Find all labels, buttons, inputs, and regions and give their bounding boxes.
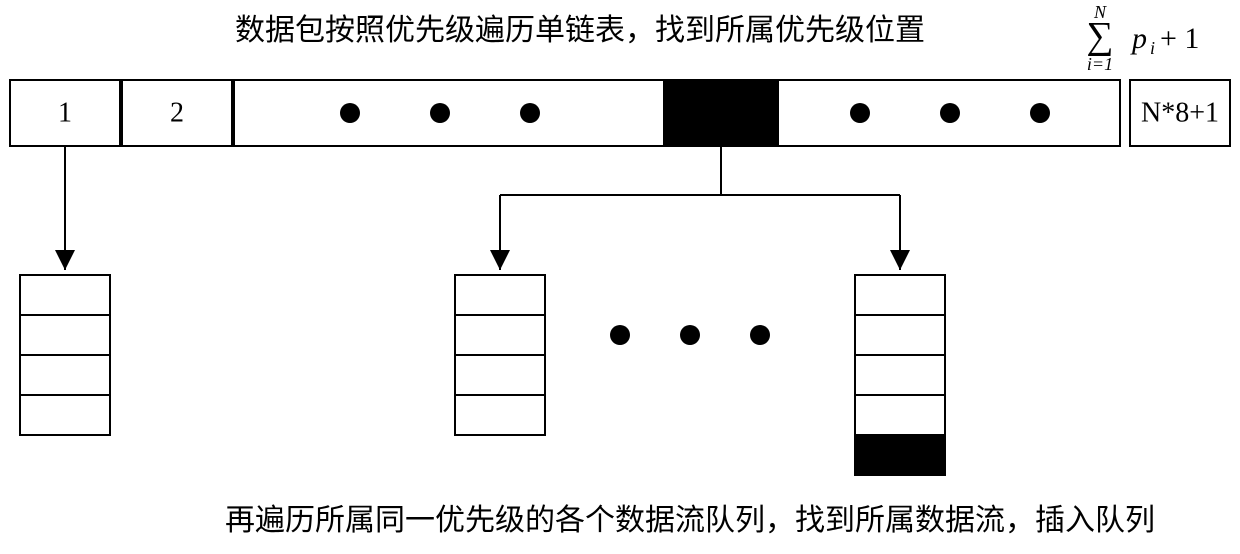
queue-1-cell-3 — [455, 395, 545, 435]
queue-0-cell-0 — [20, 275, 110, 315]
queue-0-cell-1 — [20, 315, 110, 355]
formula-upper: N — [1093, 2, 1107, 22]
linkedlist-dot-4-2 — [1030, 103, 1050, 123]
formula-tail: + 1 — [1160, 22, 1199, 55]
mid-dot-0 — [610, 325, 630, 345]
linkedlist-label-5: N*8+1 — [1141, 97, 1219, 128]
linkedlist-dot-4-1 — [940, 103, 960, 123]
linkedlist-dot-2-0 — [340, 103, 360, 123]
linkedlist-dot-4-0 — [850, 103, 870, 123]
mid-dot-2 — [750, 325, 770, 345]
queue-0-cell-3 — [20, 395, 110, 435]
linkedlist-label-1: 2 — [170, 97, 184, 128]
formula-lower: i=1 — [1087, 54, 1113, 74]
queue-2-cell-2 — [855, 355, 945, 395]
mid-dot-1 — [680, 325, 700, 345]
queue-0-cell-2 — [20, 355, 110, 395]
queue-1-cell-1 — [455, 315, 545, 355]
formula-body: p — [1130, 22, 1147, 55]
queue-1-cell-0 — [455, 275, 545, 315]
queue-2-cell-4 — [855, 435, 945, 475]
queue-2-cell-3 — [855, 395, 945, 435]
linkedlist-dot-2-1 — [430, 103, 450, 123]
linkedlist-dot-2-2 — [520, 103, 540, 123]
title-bottom: 再遍历所属同一优先级的各个数据流队列，找到所属数据流，插入队列 — [225, 504, 1155, 537]
queue-1-cell-2 — [455, 355, 545, 395]
queue-2-cell-1 — [855, 315, 945, 355]
title-top: 数据包按照优先级遍历单链表，找到所属优先级位置 — [235, 14, 925, 47]
queue-2-cell-0 — [855, 275, 945, 315]
formula-sub: i — [1150, 38, 1155, 58]
linkedlist-label-0: 1 — [58, 97, 72, 128]
linkedlist-cell-3 — [666, 80, 776, 146]
